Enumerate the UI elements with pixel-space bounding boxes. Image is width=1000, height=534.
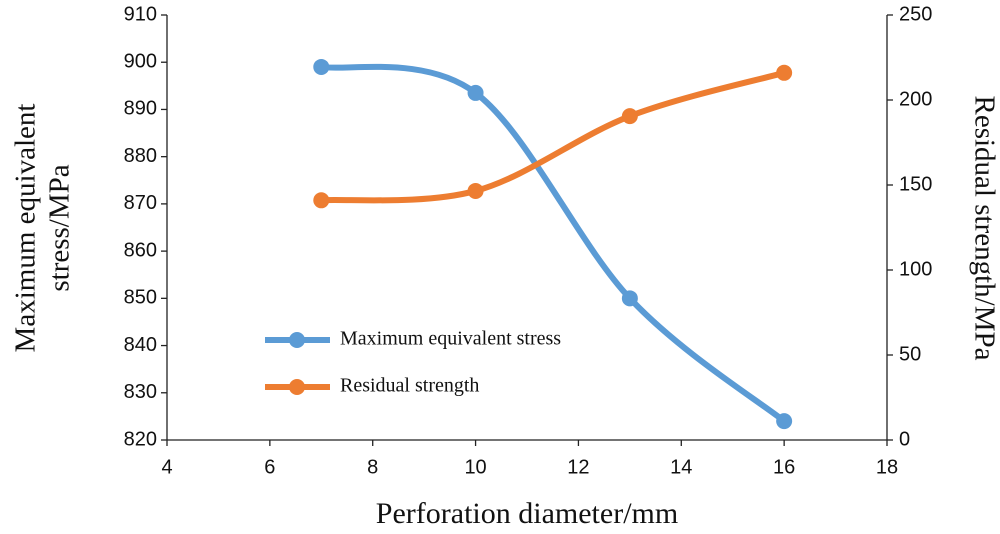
x-tick-label: 4: [161, 456, 172, 478]
y-tick-label: 850: [124, 287, 157, 309]
y2-tick-label: 250: [899, 3, 932, 25]
x-tick-label: 18: [876, 456, 898, 478]
y2-tick-label: 50: [899, 343, 921, 365]
legend-marker: [289, 332, 305, 348]
series-line: [321, 69, 785, 204]
y-axis-label: stress/MPa: [44, 164, 76, 291]
y-tick-label: 870: [124, 192, 157, 214]
legend-label: Maximum equivalent stress: [340, 328, 561, 350]
x-tick-label: 14: [670, 456, 692, 478]
x-axis-label: Perforation diameter/mm: [376, 497, 678, 530]
x-tick-label: 6: [264, 456, 275, 478]
legend-label: Residual strength: [340, 375, 479, 397]
legend-marker: [289, 379, 305, 395]
data-point: [776, 413, 793, 430]
data-point: [621, 108, 638, 125]
data-point: [621, 290, 638, 307]
y2-tick-label: 200: [899, 88, 932, 110]
y-tick-label: 840: [124, 334, 157, 356]
data-point: [313, 192, 330, 209]
y-tick-label: 860: [124, 239, 157, 261]
y-tick-label: 830: [124, 381, 157, 403]
y-tick-label: 910: [124, 3, 157, 25]
y2-tick-label: 100: [899, 258, 932, 280]
x-tick-label: 10: [464, 456, 486, 478]
data-point: [776, 64, 793, 81]
y2-tick-label: 150: [899, 173, 932, 195]
series-line: [320, 63, 787, 424]
y-tick-label: 890: [124, 98, 157, 120]
x-tick-label: 8: [367, 456, 378, 478]
y-axis-label: Maximum equivalent: [10, 104, 42, 353]
data-point: [313, 58, 330, 75]
data-point: [467, 182, 484, 199]
y-tick-label: 820: [124, 428, 157, 450]
x-tick-label: 12: [567, 456, 589, 478]
data-point: [467, 84, 484, 101]
y-tick-label: 900: [124, 51, 157, 73]
y2-axis-label: Residual strength/MPa: [968, 95, 1000, 360]
x-tick-label: 16: [773, 456, 795, 478]
y2-tick-label: 0: [899, 428, 910, 450]
y-tick-label: 880: [124, 145, 157, 167]
